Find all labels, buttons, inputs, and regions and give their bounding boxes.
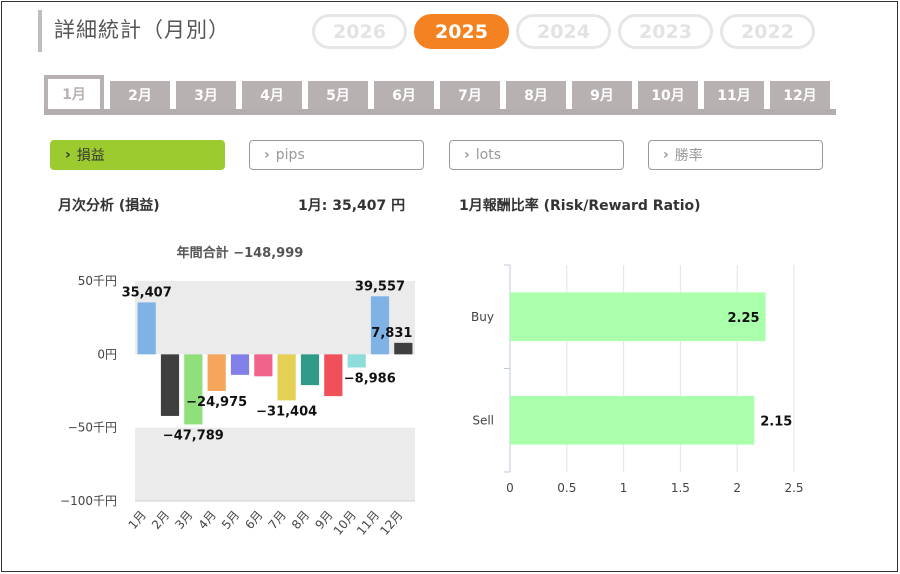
monthly-summary: 1月: 35,407 円 — [298, 198, 406, 214]
y-tick-label: Sell — [472, 413, 494, 427]
rr-title: 1月報酬比率 (Risk/Reward Ratio) — [459, 198, 701, 214]
chart-title: 年間合計 −148,999 — [177, 245, 304, 261]
metric-label: pips — [275, 147, 305, 163]
bar — [324, 354, 343, 397]
x-tick-label: 2 — [733, 481, 741, 495]
tab-month-7[interactable]: 7月 — [440, 81, 500, 109]
chevron-right-icon: › — [464, 147, 470, 163]
tab-month-11[interactable]: 11月 — [704, 81, 764, 109]
y-tick-label: 0円 — [97, 347, 117, 361]
bar — [207, 354, 226, 391]
bar — [184, 354, 203, 425]
data-label: 39,557 — [355, 279, 405, 294]
x-tick-label: 8月 — [289, 508, 312, 532]
tab-month-2[interactable]: 2月 — [110, 81, 170, 109]
year-button-2025[interactable]: 2025 — [414, 14, 509, 49]
bar — [160, 354, 180, 416]
plot-band — [135, 427, 415, 501]
x-tick-label: 3月 — [172, 508, 195, 532]
year-button-2024[interactable]: 2024 — [516, 14, 611, 49]
data-label: −24,975 — [186, 395, 247, 410]
metric-button-lots[interactable]: › lots — [449, 140, 624, 170]
chevron-right-icon: › — [663, 147, 669, 163]
y-tick-label: −50千円 — [68, 421, 117, 435]
x-tick-label: 4月 — [196, 508, 219, 532]
metric-label: 勝率 — [674, 148, 703, 164]
tab-month-1[interactable]: 1月 — [44, 75, 104, 109]
bar — [230, 354, 250, 375]
page-header: 詳細統計（月別） — [38, 10, 230, 52]
bar — [394, 342, 413, 355]
tab-month-9[interactable]: 9月 — [572, 81, 632, 109]
y-tick-label: −100千円 — [60, 494, 117, 508]
x-tick-label: 5月 — [219, 508, 242, 532]
monthly-pnl-chart: 年間合計 −148,999 50千円 0円 −50千円 −100千円 35,407 1月 2月… — [60, 245, 415, 538]
data-label: −8,986 — [344, 372, 396, 387]
page-title: 詳細統計（月別） — [54, 18, 230, 42]
tab-month-12[interactable]: 12月 — [770, 81, 830, 109]
data-label: −31,404 — [256, 404, 317, 419]
x-tick-label: 6月 — [242, 508, 265, 532]
data-label: −47,789 — [163, 428, 224, 443]
risk-reward-chart: 0 0.5 1 1.5 2 2.5 Buy 2.25 Sell 2.15 — [471, 264, 804, 495]
plot-band — [135, 281, 415, 355]
bar — [277, 354, 296, 401]
bar — [510, 292, 766, 342]
year-button-2026[interactable]: 2026 — [312, 14, 407, 49]
x-tick-label: 12月 — [377, 508, 405, 538]
metric-button-pips[interactable]: › pips — [249, 140, 424, 170]
monthly-analysis-title: 月次分析 (損益) — [58, 198, 160, 214]
x-tick-label: 0 — [506, 481, 514, 495]
chevron-right-icon: › — [65, 147, 71, 163]
bar — [137, 302, 156, 355]
data-label: 2.25 — [728, 311, 760, 326]
y-tick-label: 50千円 — [78, 274, 117, 288]
month-tabs: 1月 2月 3月 4月 5月 6月 7月 8月 9月 10月 11月 12月 — [44, 75, 836, 115]
x-tick-label: 7月 — [266, 508, 289, 532]
year-button-2023[interactable]: 2023 — [618, 14, 713, 49]
metric-button-winrate[interactable]: › 勝率 — [648, 140, 823, 170]
tab-month-5[interactable]: 5月 — [308, 81, 368, 109]
year-selector: 2026 2025 2024 2023 2022 — [312, 14, 815, 49]
metric-label: lots — [475, 147, 502, 163]
bar — [254, 354, 273, 377]
bar — [370, 296, 390, 355]
data-label: 7,831 — [371, 326, 412, 341]
bar — [347, 354, 366, 368]
tab-month-3[interactable]: 3月 — [176, 81, 236, 109]
tab-month-6[interactable]: 6月 — [374, 81, 434, 109]
tab-month-4[interactable]: 4月 — [242, 81, 302, 109]
bar — [300, 354, 320, 386]
chevron-right-icon: › — [264, 147, 270, 163]
x-tick-label: 1.5 — [671, 481, 690, 495]
year-button-2022[interactable]: 2022 — [720, 14, 815, 49]
x-tick-label: 0.5 — [557, 481, 576, 495]
x-tick-label: 1 — [620, 481, 628, 495]
tab-month-8[interactable]: 8月 — [506, 81, 566, 109]
metric-label: 損益 — [76, 148, 105, 164]
bar — [510, 395, 755, 445]
y-tick-label: Buy — [471, 310, 494, 324]
metric-button-pnl[interactable]: › 損益 — [50, 140, 225, 170]
tab-month-10[interactable]: 10月 — [638, 81, 698, 109]
x-tick-label: 10月 — [331, 508, 359, 538]
x-tick-label: 11月 — [354, 508, 382, 538]
x-tick-label: 1月 — [126, 508, 149, 532]
data-label: 2.15 — [760, 414, 792, 429]
x-tick-label: 2月 — [149, 508, 172, 532]
x-tick-label: 2.5 — [784, 481, 803, 495]
data-label: 35,407 — [122, 285, 172, 300]
